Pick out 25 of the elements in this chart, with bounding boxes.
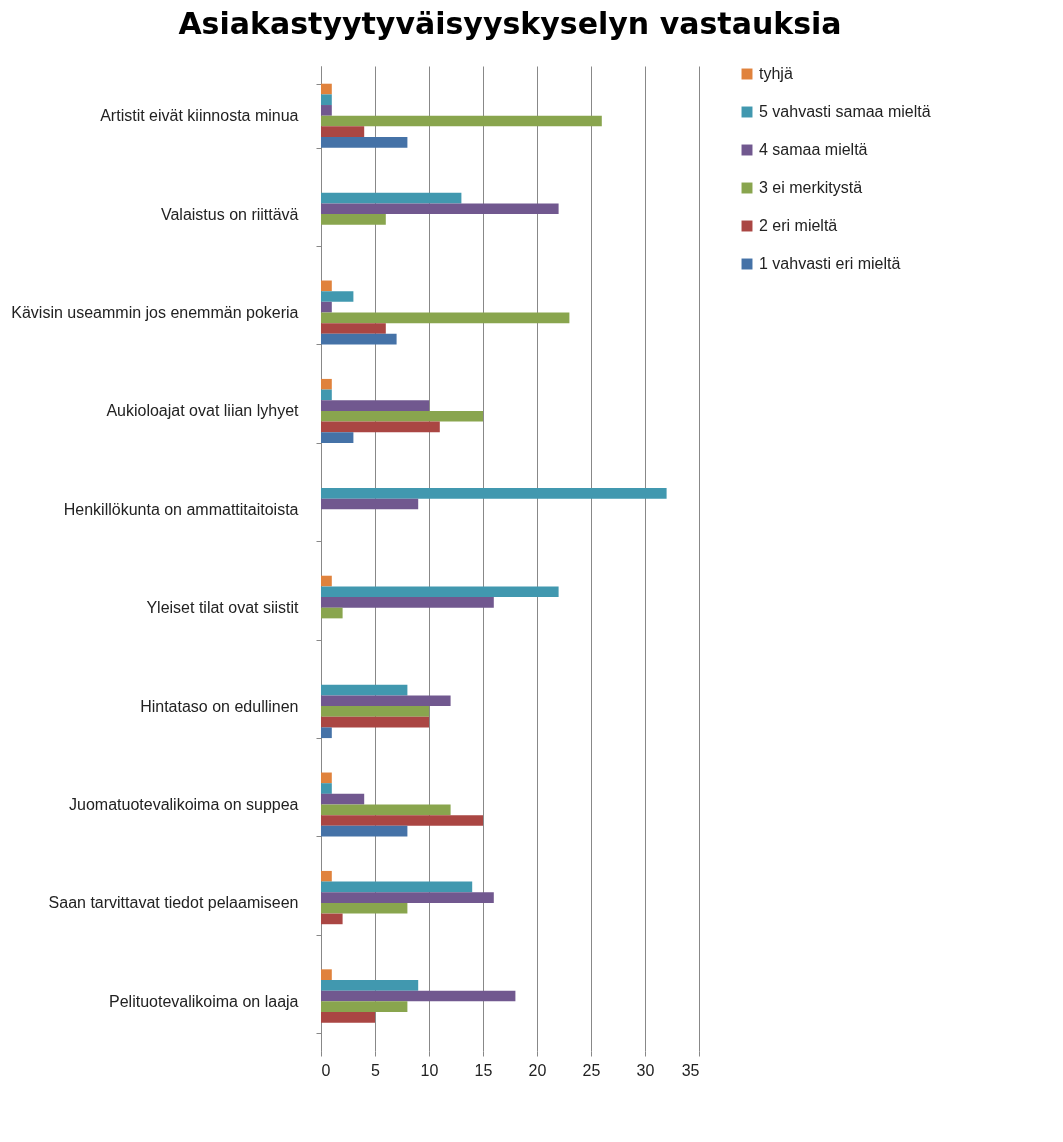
x-tick-label: 5: [371, 1061, 381, 1079]
y-tick-label: Artistit eivät kiinnosta minua: [100, 107, 299, 125]
x-tick-label: 35: [681, 1061, 700, 1079]
legend-label: 2 eri mieltä: [759, 217, 838, 234]
y-tick-label: Pelituotevalikoima on laaja: [109, 992, 299, 1010]
chart-title: Asiakastyytyväisyyskyselyn vastauksia: [178, 6, 842, 41]
legend-label: 1 vahvasti eri mieltä: [759, 255, 901, 272]
x-tick-label: 10: [420, 1061, 439, 1079]
y-tick-label: Hintataso on edullinen: [140, 697, 299, 715]
y-tick-label: Yleiset tilat ovat siistit: [146, 599, 300, 617]
y-tick-label: Juomatuotevalikoima on suppea: [69, 796, 299, 813]
x-tick-label: 15: [474, 1061, 493, 1079]
legend-label: 3 ei merkitystä: [759, 179, 863, 196]
y-tick-label: Valaistus on riittävä: [160, 205, 299, 223]
y-tick-label: Henkillökunta on ammattitaitoista: [63, 500, 299, 518]
legend-label: tyhjä: [759, 65, 793, 82]
y-tick-label: Saan tarvittavat tiedot pelaamiseen: [48, 894, 299, 912]
x-tick-label: 30: [636, 1061, 655, 1079]
legend-label: 4 samaa mieltä: [759, 141, 868, 158]
x-tick-label: 25: [582, 1061, 601, 1079]
x-tick-label: 20: [528, 1061, 547, 1079]
y-tick-label: Kävisin useammin jos enemmän pokeria: [11, 304, 299, 321]
y-tick-label: Aukioloajat ovat liian lyhyet: [106, 402, 300, 420]
legend-label: 5 vahvasti samaa mieltä: [759, 103, 931, 120]
x-tick-label: 0: [321, 1061, 331, 1079]
